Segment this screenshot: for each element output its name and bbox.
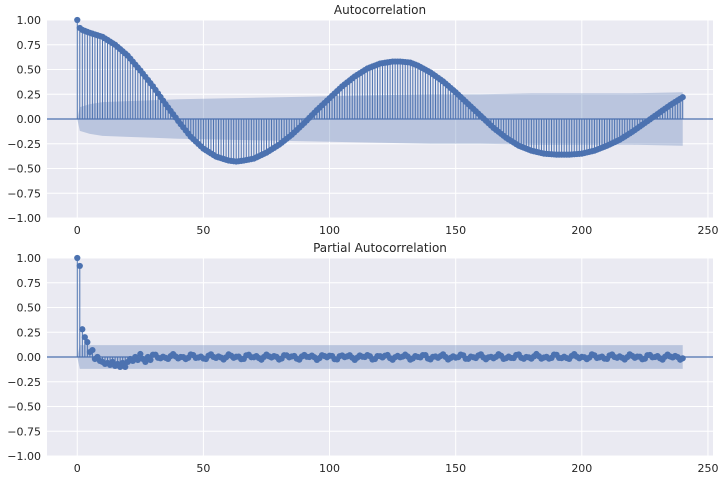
y-tick-label: 0.75 [17,39,42,52]
x-tick-label: 250 [697,224,718,237]
x-tick-label: 200 [571,462,592,475]
x-tick-label: 150 [445,224,466,237]
tick-labels: 1.00 0.75 0.50 0.25 0.00 −0.25 −0.50 −0.75 −1.00… [7,252,718,475]
x-tick-label: 100 [319,462,340,475]
data-point [81,334,88,341]
data-point [142,358,149,366]
y-tick-label: −0.50 [7,401,41,414]
chart-title: Autocorrelation [334,3,426,17]
y-tick-label: 0.00 [17,113,42,126]
y-tick-label: 0.75 [17,277,42,290]
chart-title: Partial Autocorrelation [313,241,447,255]
data-point [679,355,686,362]
y-tick-label: −1.00 [7,450,41,463]
x-tick-label: 250 [697,462,718,475]
data-point [74,16,81,24]
data-point [122,363,129,370]
y-tick-label: 1.00 [17,14,42,27]
y-tick-label: 0.50 [17,302,42,315]
y-tick-label: −0.75 [7,187,41,200]
data-point [79,326,86,333]
data-point [137,350,144,358]
y-tick-label: −0.75 [7,425,41,438]
data-point [89,346,96,354]
x-tick-label: 50 [196,224,210,237]
autocorrelation-panel: 1.00 0.75 0.50 0.25 0.00 −0.25 −0.50 −0.75 −1.00… [7,3,718,237]
x-tick-label: 0 [74,224,81,237]
y-tick-label: −1.00 [7,212,41,225]
x-tick-label: 50 [196,462,210,475]
x-tick-label: 100 [319,224,340,237]
x-tick-label: 150 [445,462,466,475]
data-point [84,339,91,346]
y-tick-label: −0.25 [7,376,41,389]
data-point [134,356,141,364]
y-tick-label: −0.50 [7,163,41,176]
y-tick-label: 0.25 [17,326,42,339]
y-tick-label: −0.25 [7,138,41,151]
x-tick-label: 200 [571,224,592,237]
tick-labels: 1.00 0.75 0.50 0.25 0.00 −0.25 −0.50 −0.75 −1.00… [7,14,718,237]
markers [74,16,686,165]
data-point [147,356,154,364]
stems [76,20,684,162]
y-tick-label: 1.00 [17,252,42,265]
y-tick-label: 0.50 [17,64,42,77]
y-tick-label: 0.25 [17,88,42,101]
markers [74,254,686,370]
partial-autocorrelation-panel: 1.00 0.75 0.50 0.25 0.00 −0.25 −0.50 −0.75 −1.00… [7,241,718,475]
data-point [74,254,81,262]
data-point [76,262,83,270]
y-tick-label: 0.00 [17,351,42,364]
data-point [679,94,686,101]
x-tick-label: 0 [74,462,81,475]
